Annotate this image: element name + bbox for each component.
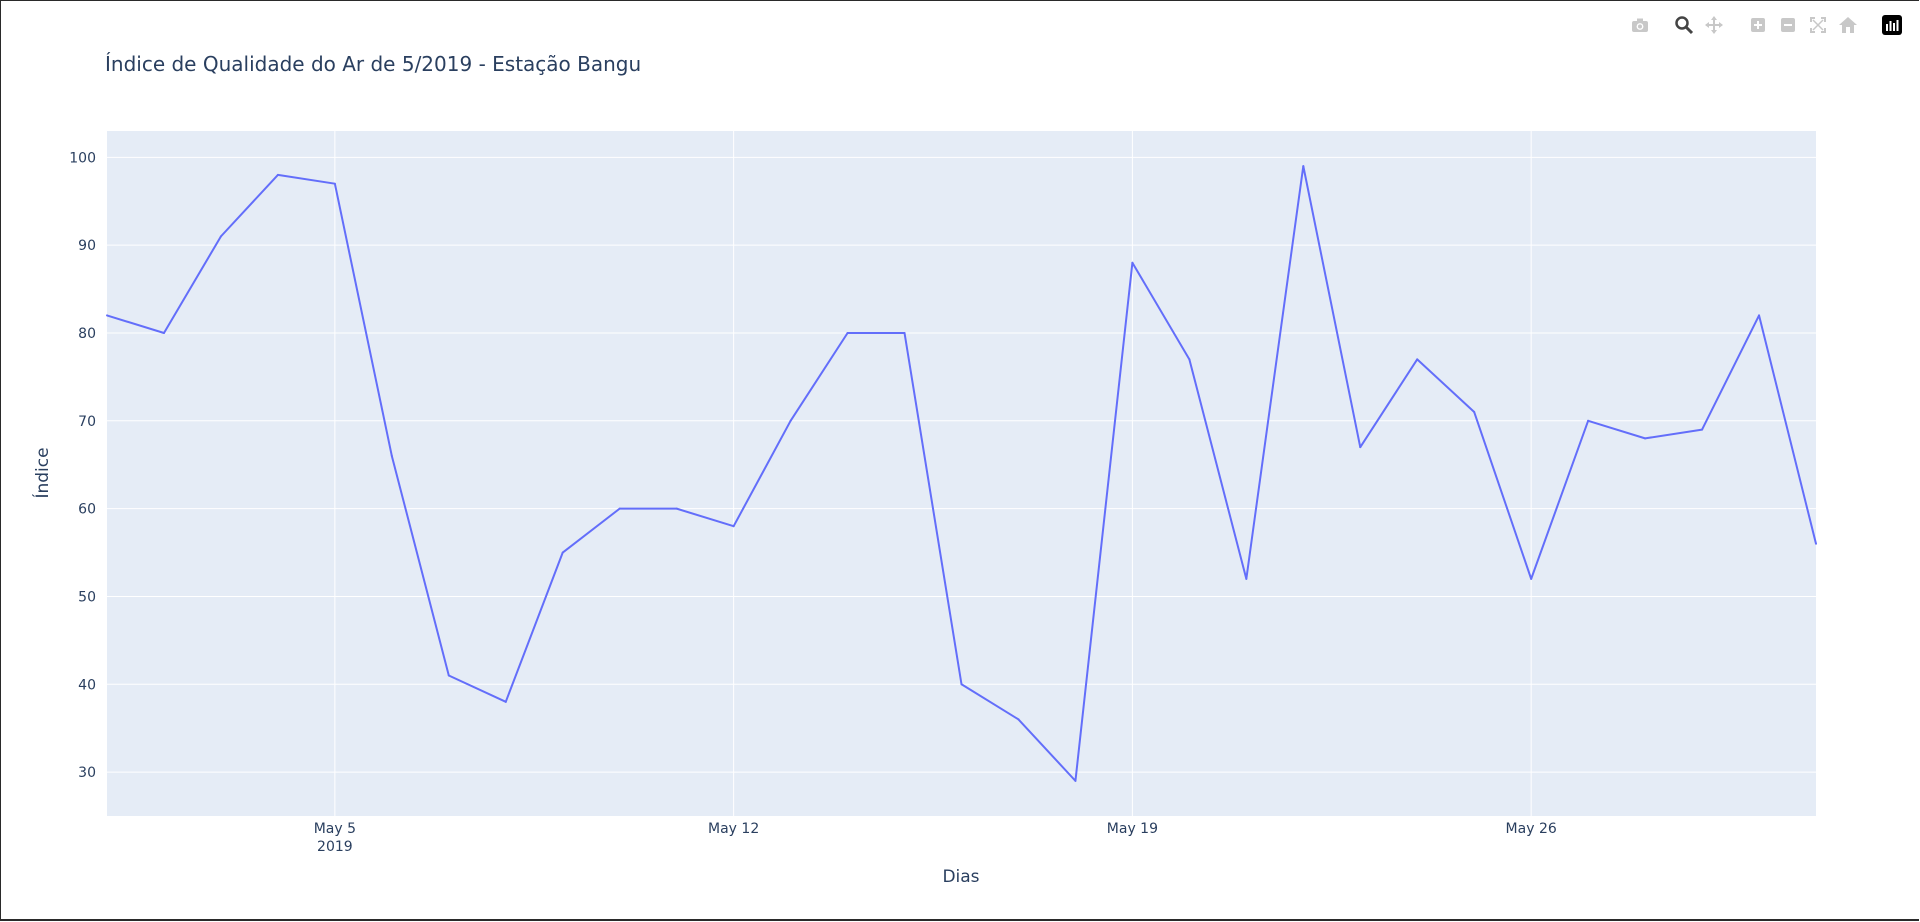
modebar (1627, 13, 1905, 37)
autoscale-icon[interactable] (1805, 13, 1831, 37)
y-tick-label: 50 (78, 589, 96, 605)
y-tick-label: 100 (69, 150, 96, 166)
data-point[interactable] (903, 331, 906, 334)
y-tick-label: 70 (78, 414, 96, 430)
data-point[interactable] (1416, 358, 1419, 361)
data-point[interactable] (1302, 165, 1305, 168)
data-point[interactable] (333, 182, 336, 185)
data-point[interactable] (1473, 411, 1476, 414)
y-tick-label: 80 (78, 326, 96, 342)
data-point[interactable] (732, 525, 735, 528)
pan-icon[interactable] (1701, 13, 1727, 37)
data-point[interactable] (675, 507, 678, 510)
data-point[interactable] (390, 454, 393, 457)
data-point[interactable] (1644, 437, 1647, 440)
y-tick-label: 60 (78, 502, 96, 518)
plotly-logo-icon[interactable] (1879, 13, 1905, 37)
data-point[interactable] (561, 551, 564, 554)
x-tick-label: May 12 (708, 821, 759, 837)
data-point[interactable] (618, 507, 621, 510)
chart-title: Índice de Qualidade do Ar de 5/2019 - Es… (105, 52, 641, 76)
data-point[interactable] (1245, 577, 1248, 580)
data-point[interactable] (1530, 577, 1533, 580)
zoom-out-icon[interactable] (1775, 13, 1801, 37)
y-axis-title: Índice (31, 447, 53, 498)
data-point[interactable] (1359, 446, 1362, 449)
data-point[interactable] (276, 173, 279, 176)
x-tick-label: May 26 (1506, 821, 1557, 837)
home-icon[interactable] (1835, 13, 1861, 37)
data-point[interactable] (1188, 358, 1191, 361)
data-point[interactable] (1815, 542, 1817, 545)
data-point[interactable] (1701, 428, 1704, 431)
data-point[interactable] (219, 235, 222, 238)
data-point[interactable] (1587, 419, 1590, 422)
y-tick-label: 90 (78, 238, 96, 254)
data-point[interactable] (1131, 261, 1134, 264)
x-tick-label: May 5 (314, 821, 356, 837)
data-point[interactable] (960, 683, 963, 686)
y-tick-label: 40 (78, 677, 96, 693)
data-point[interactable] (1758, 314, 1761, 317)
data-point[interactable] (504, 700, 507, 703)
x-tick-sublabel: 2019 (317, 839, 353, 855)
camera-icon[interactable] (1627, 13, 1653, 37)
x-axis-title: Dias (942, 867, 979, 887)
data-point[interactable] (106, 314, 108, 317)
zoom-in-icon[interactable] (1745, 13, 1771, 37)
data-point[interactable] (789, 419, 792, 422)
data-point[interactable] (1074, 779, 1077, 782)
data-point[interactable] (447, 674, 450, 677)
y-tick-label: 30 (78, 765, 96, 781)
data-point[interactable] (846, 331, 849, 334)
zoom-icon[interactable] (1671, 13, 1697, 37)
data-point[interactable] (1017, 718, 1020, 721)
data-point[interactable] (162, 331, 165, 334)
x-tick-label: May 19 (1107, 821, 1158, 837)
plot-area[interactable] (107, 131, 1816, 816)
